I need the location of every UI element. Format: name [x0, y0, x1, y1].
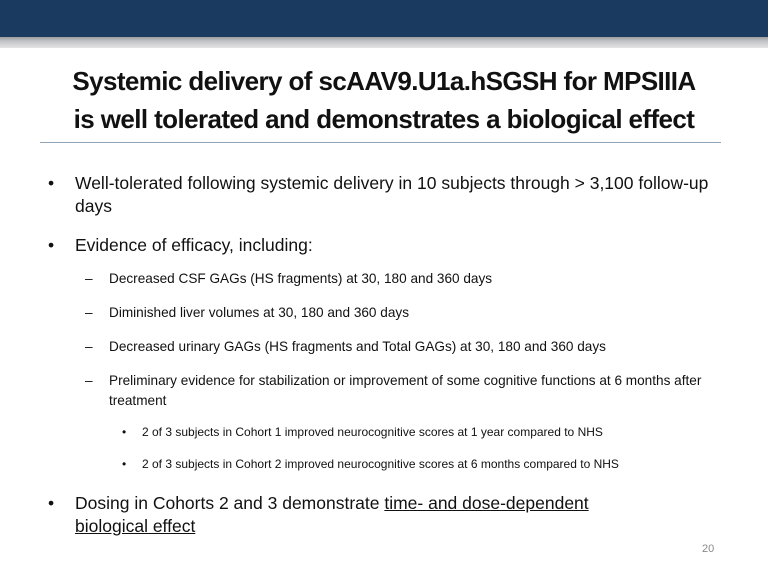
title-line-1: Systemic delivery of scAAV9.U1a.hSGSH fo…: [72, 66, 696, 96]
bullet-icon: •: [48, 493, 55, 513]
slide-title: Systemic delivery of scAAV9.U1a.hSGSH fo…: [0, 62, 768, 138]
sub-bullet-text: Decreased CSF GAGs (HS fragments) at 30,…: [109, 271, 493, 286]
bullet-icon: •: [48, 235, 55, 255]
header-shadow-band: [0, 37, 768, 48]
dash-icon: –: [85, 373, 93, 388]
bullet-text: Well-tolerated following systemic delive…: [75, 173, 709, 216]
page-number: 20: [702, 543, 715, 555]
sub-bullet-text: Decreased urinary GAGs (HS fragments and…: [109, 339, 606, 354]
dash-icon: –: [85, 339, 93, 354]
sub-bullet-text: Preliminary evidence for stabilization o…: [109, 373, 702, 408]
title-line-2: is well tolerated and demonstrates a bio…: [73, 104, 695, 134]
bullet-text-plain: Dosing in Cohorts 2 and 3 demonstrate: [75, 493, 385, 513]
title-divider: [40, 142, 721, 143]
dash-icon: –: [85, 305, 93, 320]
bullet-icon: •: [122, 457, 127, 471]
bullet-text-underlined: time- and dose-dependent biological effe…: [75, 493, 589, 536]
subsub-bullet-text: 2 of 3 subjects in Cohort 2 improved neu…: [142, 457, 619, 471]
subsub-bullet-text: 2 of 3 subjects in Cohort 1 improved neu…: [142, 425, 603, 439]
bullet-text: Dosing in Cohorts 2 and 3 demonstrate ti…: [75, 492, 665, 538]
bullet-icon: •: [48, 173, 55, 193]
dash-icon: –: [85, 271, 93, 286]
header-bar: [0, 0, 768, 37]
bullet-icon: •: [122, 425, 127, 439]
sub-bullet-text: Diminished liver volumes at 30, 180 and …: [109, 305, 409, 320]
bullet-text: Evidence of efficacy, including:: [75, 235, 313, 255]
